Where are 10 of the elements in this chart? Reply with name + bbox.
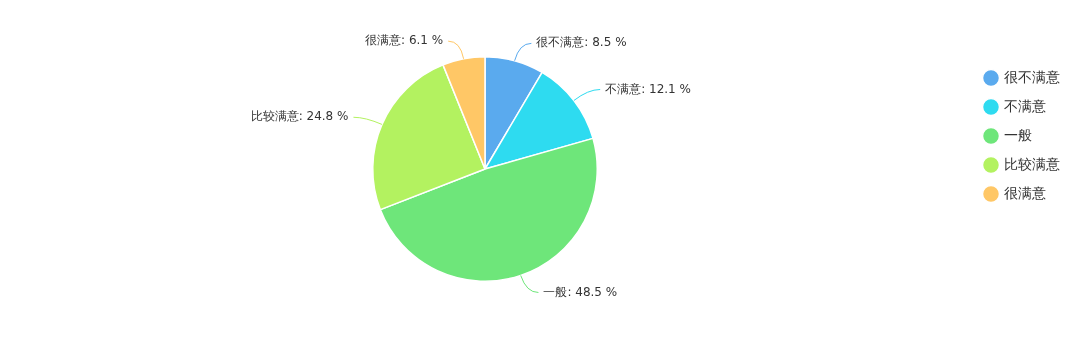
data-label: 很满意: 6.1 %: [365, 33, 444, 48]
data-label: 不满意: 12.1 %: [605, 81, 691, 96]
data-label: 比较满意: 24.8 %: [250, 109, 349, 124]
legend-label: 比较满意: [1004, 155, 1060, 172]
legend-label: 一般: [1004, 126, 1032, 143]
legend-label: 很满意: [1004, 184, 1046, 201]
legend-label: 很不满意: [1004, 68, 1060, 85]
data-label: 很不满意: 8.5 %: [536, 35, 627, 50]
data-label: 一般: 48.5 %: [543, 284, 618, 299]
legend-label: 不满意: [1004, 97, 1046, 114]
